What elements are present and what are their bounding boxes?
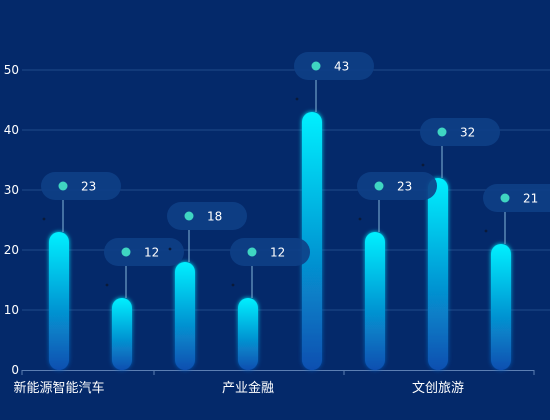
bar-marker-dot <box>168 247 172 251</box>
label-dot <box>58 181 68 191</box>
bar-marker-dot <box>105 283 109 287</box>
x-category-label: 新能源智能汽车 <box>13 380 104 396</box>
bar-marker-dot <box>42 217 46 221</box>
label-dot <box>247 247 257 257</box>
bars <box>49 112 511 370</box>
data-label: 23 <box>81 180 96 194</box>
x-category-label: 文创旅游 <box>412 381 464 396</box>
label-pill <box>483 184 550 212</box>
label-pill <box>420 118 500 146</box>
label-dot <box>184 211 194 221</box>
label-dot <box>311 61 321 71</box>
bar[interactable] <box>49 232 69 370</box>
data-label: 43 <box>334 60 349 74</box>
bar-marker-dot <box>484 229 488 233</box>
y-tick-label: 50 <box>4 63 19 77</box>
label-dot <box>500 193 510 203</box>
y-axis-tick-labels: 0 10 20 30 40 50 <box>4 63 19 377</box>
label-dot <box>437 127 447 137</box>
bar-marker-dot <box>358 217 362 221</box>
y-tick-label: 0 <box>11 363 19 377</box>
data-label: 12 <box>144 246 159 260</box>
data-label: 18 <box>207 210 222 224</box>
label-dot <box>374 181 384 191</box>
label-pill <box>294 52 374 80</box>
label-pill <box>230 238 310 266</box>
label-pill <box>357 172 437 200</box>
y-tick-label: 40 <box>4 123 19 137</box>
bar[interactable] <box>175 262 195 370</box>
bar[interactable] <box>112 298 132 370</box>
bar-marker-dot <box>421 163 425 167</box>
x-category-label: 产业金融 <box>222 380 274 396</box>
data-label: 32 <box>460 126 475 140</box>
bar[interactable] <box>491 244 511 370</box>
label-pill <box>167 202 247 230</box>
x-axis-category-labels: 新能源智能汽车 产业金融 文创旅游 <box>13 380 464 396</box>
bar[interactable] <box>302 112 322 370</box>
bar[interactable] <box>238 298 258 370</box>
y-tick-label: 30 <box>4 183 19 197</box>
data-label: 23 <box>397 180 412 194</box>
label-pill <box>41 172 121 200</box>
bar-marker-dot <box>295 97 299 101</box>
data-labels: 23 12 18 12 43 23 32 21 <box>41 52 550 298</box>
bar[interactable] <box>365 232 385 370</box>
bar[interactable] <box>428 178 448 370</box>
bar-marker-dot <box>231 283 235 287</box>
data-label: 12 <box>270 246 285 260</box>
label-pill <box>104 238 184 266</box>
x-axis <box>21 370 535 375</box>
y-tick-label: 20 <box>4 243 19 257</box>
data-label: 21 <box>523 192 538 206</box>
y-tick-label: 10 <box>4 303 19 317</box>
label-dot <box>121 247 131 257</box>
